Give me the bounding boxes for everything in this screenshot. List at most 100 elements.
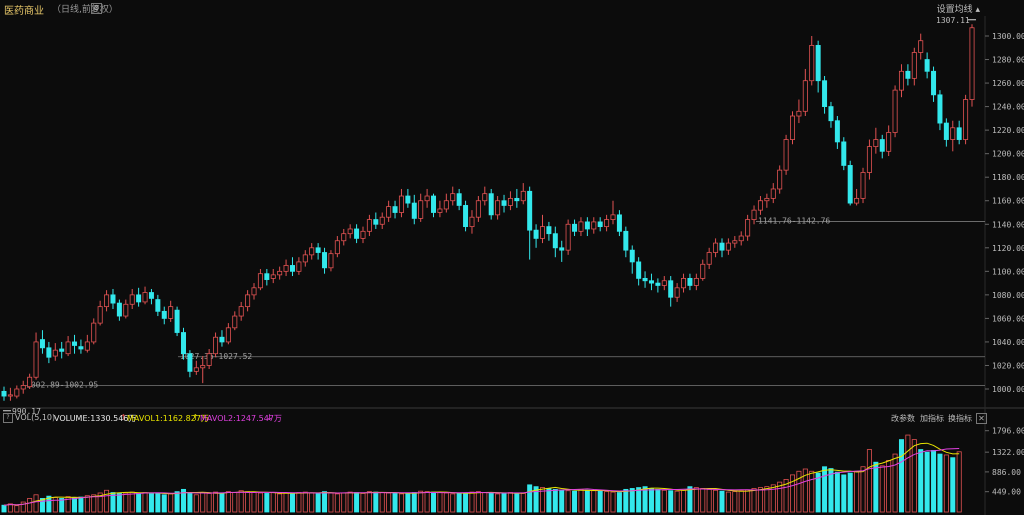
candle-body (136, 294, 142, 303)
volume-bar (148, 493, 154, 513)
volume-up-arrow: ↑ (120, 413, 127, 422)
volume-bar (450, 493, 456, 513)
candle-body (584, 221, 590, 230)
volume-bar (161, 494, 167, 513)
indicator-name[interactable]: VOL(5,10) (15, 413, 56, 422)
candle-body (65, 341, 71, 355)
candle-body (809, 45, 815, 82)
volume-tick-label: 1796.00 (992, 427, 1024, 436)
candle-body (866, 146, 872, 173)
candle-body (360, 230, 366, 239)
price-tick-label: 1100.00 (992, 267, 1024, 276)
candle-body (148, 292, 154, 299)
volume-bar (354, 492, 360, 513)
volume-bar (322, 491, 328, 513)
settings-ma-button[interactable]: 设置均线 ▴ (936, 5, 980, 15)
candle-body (924, 59, 930, 72)
settings-icon[interactable]: ⚙ (91, 3, 102, 14)
candle-body (847, 165, 853, 204)
chart-subtitle: （日线,前复权） (52, 5, 118, 15)
candle-body (931, 70, 937, 96)
candle-body (386, 206, 392, 218)
volume-bar (7, 503, 13, 513)
volume-bar (636, 487, 642, 513)
settings-ma-label: 设置均线 (936, 5, 973, 15)
candle-body (91, 322, 97, 343)
candle-body (860, 172, 866, 199)
candle-body (873, 139, 879, 148)
change-params-button[interactable]: 改参数 (891, 414, 915, 423)
volume-bar (225, 491, 231, 513)
close-indicator-icon[interactable]: ✕ (976, 413, 987, 424)
mavol2-down-arrow: ↓ (266, 413, 273, 422)
candle-body (450, 193, 456, 202)
volume-bar (437, 492, 443, 513)
candle-body (296, 261, 302, 272)
volume-bar (1, 504, 7, 513)
candle-body (27, 376, 33, 388)
candle-body (482, 193, 488, 202)
volume-bar (20, 501, 26, 513)
volume-bar (187, 492, 193, 513)
volume-bar (418, 490, 424, 513)
candle-body (501, 200, 507, 206)
candle-body (963, 99, 969, 140)
volume-bar (950, 457, 956, 513)
candle-body (33, 341, 39, 378)
candle-body (341, 233, 347, 242)
candle-body (84, 341, 90, 351)
candle-body (879, 139, 885, 152)
chart-title[interactable]: 医药商业 (4, 6, 44, 17)
volume-tick-label: 886.00 (992, 468, 1021, 477)
candle-body (180, 332, 186, 355)
candle-body (283, 265, 289, 272)
candle-body (802, 80, 808, 112)
candle-body (443, 200, 449, 210)
volume-bar (469, 491, 475, 513)
candle-body (725, 242, 731, 251)
volume-bar (277, 493, 283, 513)
volume-bar (943, 454, 949, 513)
mavol2-value: MAVOL2:1247.547万 (200, 414, 282, 423)
candle-body (187, 353, 193, 372)
add-indicator-button[interactable]: 加指标 (920, 414, 944, 423)
price-tick-label: 1180.00 (992, 173, 1024, 182)
candle-body (251, 287, 257, 296)
candle-body (943, 122, 949, 140)
candle-body (431, 195, 437, 213)
volume-bar (841, 474, 847, 513)
candle-body (238, 306, 244, 317)
volume-bar (706, 488, 712, 513)
price-tick-label: 1200.00 (992, 150, 1024, 159)
candle-body (783, 139, 789, 171)
candle-body (527, 190, 533, 231)
candle-body (604, 219, 610, 228)
candle-body (155, 299, 161, 312)
candle-body (52, 349, 58, 357)
candle-body (161, 310, 167, 319)
volume-bar (527, 484, 533, 513)
candle-body (59, 348, 65, 352)
candle-body (629, 249, 635, 263)
help-icon[interactable]: ? (3, 413, 13, 423)
volume-bar (341, 492, 347, 513)
candle-body (97, 306, 103, 324)
volume-bar (719, 490, 725, 513)
candle-body (366, 219, 372, 232)
candle-body (129, 294, 135, 305)
candle-body (796, 110, 802, 117)
volume-bar (796, 470, 802, 513)
candle-body (546, 226, 552, 235)
volume-bar (937, 453, 943, 513)
candle-body (456, 193, 462, 206)
mavol1-value: MAVOL1:1162.827万 (127, 414, 209, 423)
volume-bar (180, 488, 186, 513)
candle-body (257, 273, 263, 289)
candle-body (898, 70, 904, 91)
candle-body (751, 209, 757, 220)
volume-bar (424, 491, 430, 513)
volume-bar (463, 492, 469, 513)
volume-bar (905, 434, 911, 513)
switch-indicator-button[interactable]: 换指标 (948, 414, 972, 423)
